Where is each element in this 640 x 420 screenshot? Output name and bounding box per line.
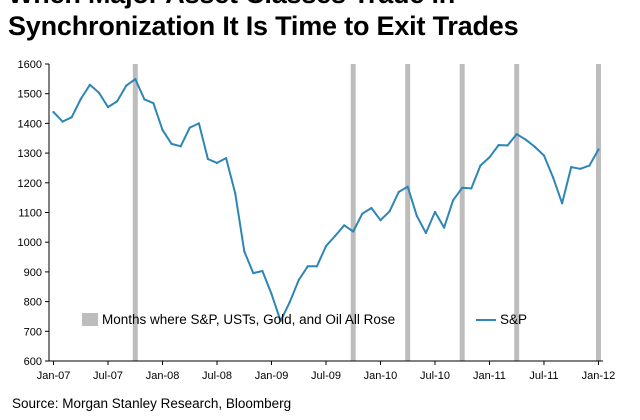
data-point-38 <box>397 190 400 194</box>
x-tick-label-jan-08: Jan-08 <box>146 370 180 382</box>
data-point-25 <box>279 319 282 322</box>
highlight-bar-apr-11 <box>514 64 520 361</box>
data-point-4 <box>88 83 91 86</box>
data-point-55 <box>551 176 555 179</box>
data-point-16 <box>197 122 200 125</box>
x-tick-label-jan-10: Jan-10 <box>364 370 398 382</box>
data-point-3 <box>79 97 82 101</box>
line-chart: 600 700 800 900 1000 1100 1200 1300 1400 1500 1600… <box>18 59 616 382</box>
highlight-bar-oct-07 <box>132 64 138 361</box>
data-point-11 <box>152 102 155 105</box>
data-point-5 <box>97 91 101 94</box>
data-point-52 <box>524 138 527 141</box>
highlight-bar-apr-10 <box>405 64 411 361</box>
data-point-20 <box>234 192 237 195</box>
data-point-56 <box>561 202 564 205</box>
data-point-41 <box>424 231 427 235</box>
data-point-21 <box>243 250 246 253</box>
highlight-bar-oct-09 <box>350 64 356 361</box>
highlight-bar-oct-10 <box>459 64 465 361</box>
x-tick-label-jul-10: Jul-10 <box>420 370 450 382</box>
legend-label-highlight: Months where S&P, USTs, Gold, and Oil Al… <box>102 312 395 327</box>
y-tick-label-1600: 1600 <box>18 59 42 71</box>
data-point-7 <box>116 100 119 103</box>
data-point-50 <box>506 144 509 147</box>
y-tick-label-800: 800 <box>24 297 42 309</box>
x-tick-label-jul-09: Jul-09 <box>311 370 341 382</box>
data-point-13 <box>170 142 173 145</box>
data-point-32 <box>343 224 346 227</box>
data-point-36 <box>379 219 382 222</box>
y-tick-label-600: 600 <box>24 356 42 368</box>
data-point-35 <box>370 206 373 210</box>
legend-swatch-highlight <box>82 313 98 326</box>
data-point-29 <box>315 265 318 268</box>
y-tick-label-1000: 1000 <box>18 237 42 249</box>
source-note: Source: Morgan Stanley Research, Bloombe… <box>12 396 292 411</box>
data-point-34 <box>361 212 364 215</box>
data-point-51 <box>515 133 518 136</box>
data-point-59 <box>588 164 591 167</box>
data-point-54 <box>542 154 546 157</box>
data-point-18 <box>215 161 219 164</box>
x-tick-label-jul-07: Jul-07 <box>93 370 123 382</box>
data-point-22 <box>252 272 255 275</box>
data-point-39 <box>406 185 409 188</box>
x-tick-label-jan-09: Jan-09 <box>255 370 289 382</box>
data-point-15 <box>188 126 191 129</box>
y-tick-label-1300: 1300 <box>18 148 42 160</box>
x-tick-label-jan-12: Jan-12 <box>582 370 616 382</box>
chart-title: When Major Asset Classes Trade in Synchr… <box>8 0 632 42</box>
data-point-17 <box>206 157 209 161</box>
chart-title-line-1: When Major Asset Classes Trade in <box>8 0 632 10</box>
data-point-19 <box>225 157 228 160</box>
y-tick-label-1100: 1100 <box>18 208 42 220</box>
data-point-40 <box>415 214 418 217</box>
data-point-46 <box>470 187 473 190</box>
chart-area: 600 700 800 900 1000 1100 1200 1300 1400 1500 1600… <box>0 44 640 394</box>
data-point-27 <box>297 278 300 281</box>
data-point-60 <box>597 148 600 151</box>
data-point-0 <box>52 111 55 114</box>
data-point-28 <box>306 265 309 268</box>
data-point-49 <box>497 144 500 147</box>
x-tick-label-jul-11: Jul-11 <box>529 370 558 382</box>
data-point-23 <box>261 269 264 273</box>
x-tick-label-jul-08: Jul-08 <box>202 370 232 382</box>
data-point-37 <box>388 210 391 213</box>
data-point-58 <box>579 167 582 170</box>
data-point-53 <box>533 145 537 148</box>
data-point-48 <box>488 156 491 159</box>
y-tick-label-900: 900 <box>24 267 42 279</box>
y-tick-label-1500: 1500 <box>18 89 42 101</box>
data-point-31 <box>334 234 337 238</box>
data-point-57 <box>570 166 573 169</box>
legend-label-sp: S&P <box>500 312 527 327</box>
data-point-1 <box>61 120 64 123</box>
data-point-8 <box>125 84 128 87</box>
data-point-9 <box>134 78 137 81</box>
data-point-30 <box>324 245 328 248</box>
chart-title-line-2: Synchronization It Is Time to Exit Trade… <box>8 11 519 41</box>
data-point-12 <box>161 128 164 131</box>
data-point-42 <box>433 210 437 213</box>
y-tick-label-700: 700 <box>24 326 42 338</box>
data-point-10 <box>143 98 146 101</box>
y-tick-label-1400: 1400 <box>18 118 42 130</box>
data-point-6 <box>106 106 110 109</box>
y-tick-label-1200: 1200 <box>18 178 42 190</box>
data-point-2 <box>70 116 73 119</box>
data-point-24 <box>270 292 273 295</box>
data-point-47 <box>479 164 482 167</box>
highlight-bar-jan-12 <box>596 64 601 361</box>
data-point-14 <box>179 145 182 148</box>
x-tick-label-jan-07: Jan-07 <box>37 370 71 382</box>
data-point-26 <box>288 301 291 304</box>
data-point-45 <box>461 186 464 189</box>
data-point-33 <box>352 230 355 233</box>
x-tick-label-jan-11: Jan-11 <box>473 370 506 382</box>
data-point-43 <box>443 226 446 229</box>
data-point-44 <box>452 199 455 202</box>
